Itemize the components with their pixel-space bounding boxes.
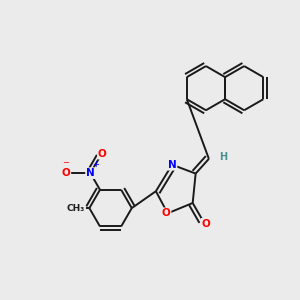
Text: −: −	[62, 158, 70, 167]
Text: N: N	[86, 168, 95, 178]
Text: O: O	[98, 149, 107, 159]
Text: O: O	[202, 219, 210, 229]
Text: H: H	[220, 152, 228, 162]
Text: N: N	[168, 160, 176, 170]
Text: CH₃: CH₃	[67, 204, 85, 213]
Text: +: +	[92, 160, 99, 169]
Text: O: O	[162, 208, 171, 218]
Text: O: O	[61, 168, 70, 178]
